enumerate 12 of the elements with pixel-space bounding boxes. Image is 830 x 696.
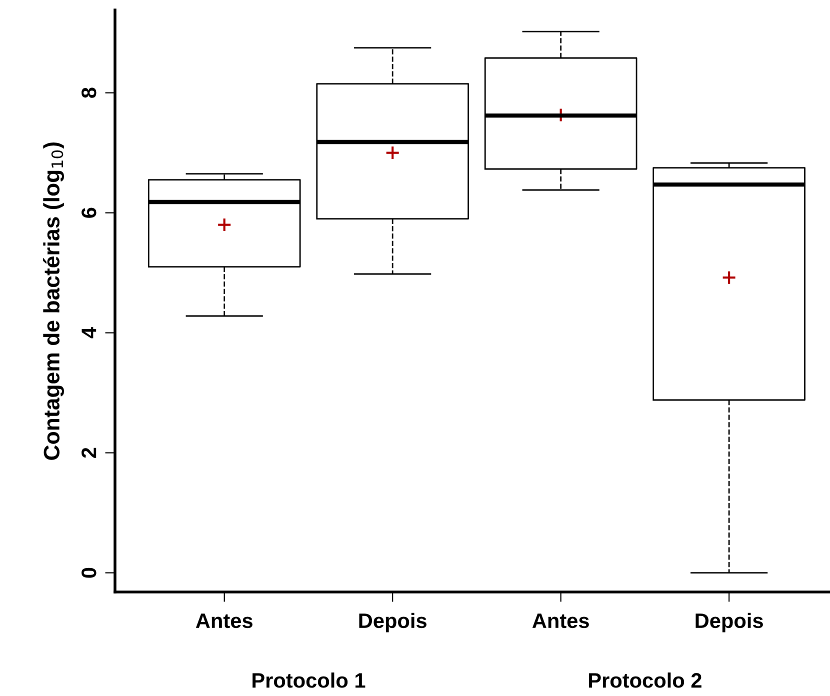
x-tick-label: Antes [532, 614, 589, 628]
y-tick-label: 4 [82, 327, 96, 338]
y-axis-title: Contagem de bactérias (log$_{10}$) [42, 142, 64, 460]
text: Protocolo 1 [252, 672, 366, 688]
x-tick-label: Antes [196, 614, 252, 628]
y-tick-label: 6 [82, 208, 96, 218]
y-tick-label: 2 [82, 448, 96, 458]
y-tick-label: 0 [82, 568, 96, 578]
y-tick-label: 8 [82, 88, 96, 98]
text: Protocolo 2 [589, 672, 702, 688]
x-tick-label: Depois [359, 612, 426, 632]
x-tick-label: Depois [696, 612, 763, 632]
